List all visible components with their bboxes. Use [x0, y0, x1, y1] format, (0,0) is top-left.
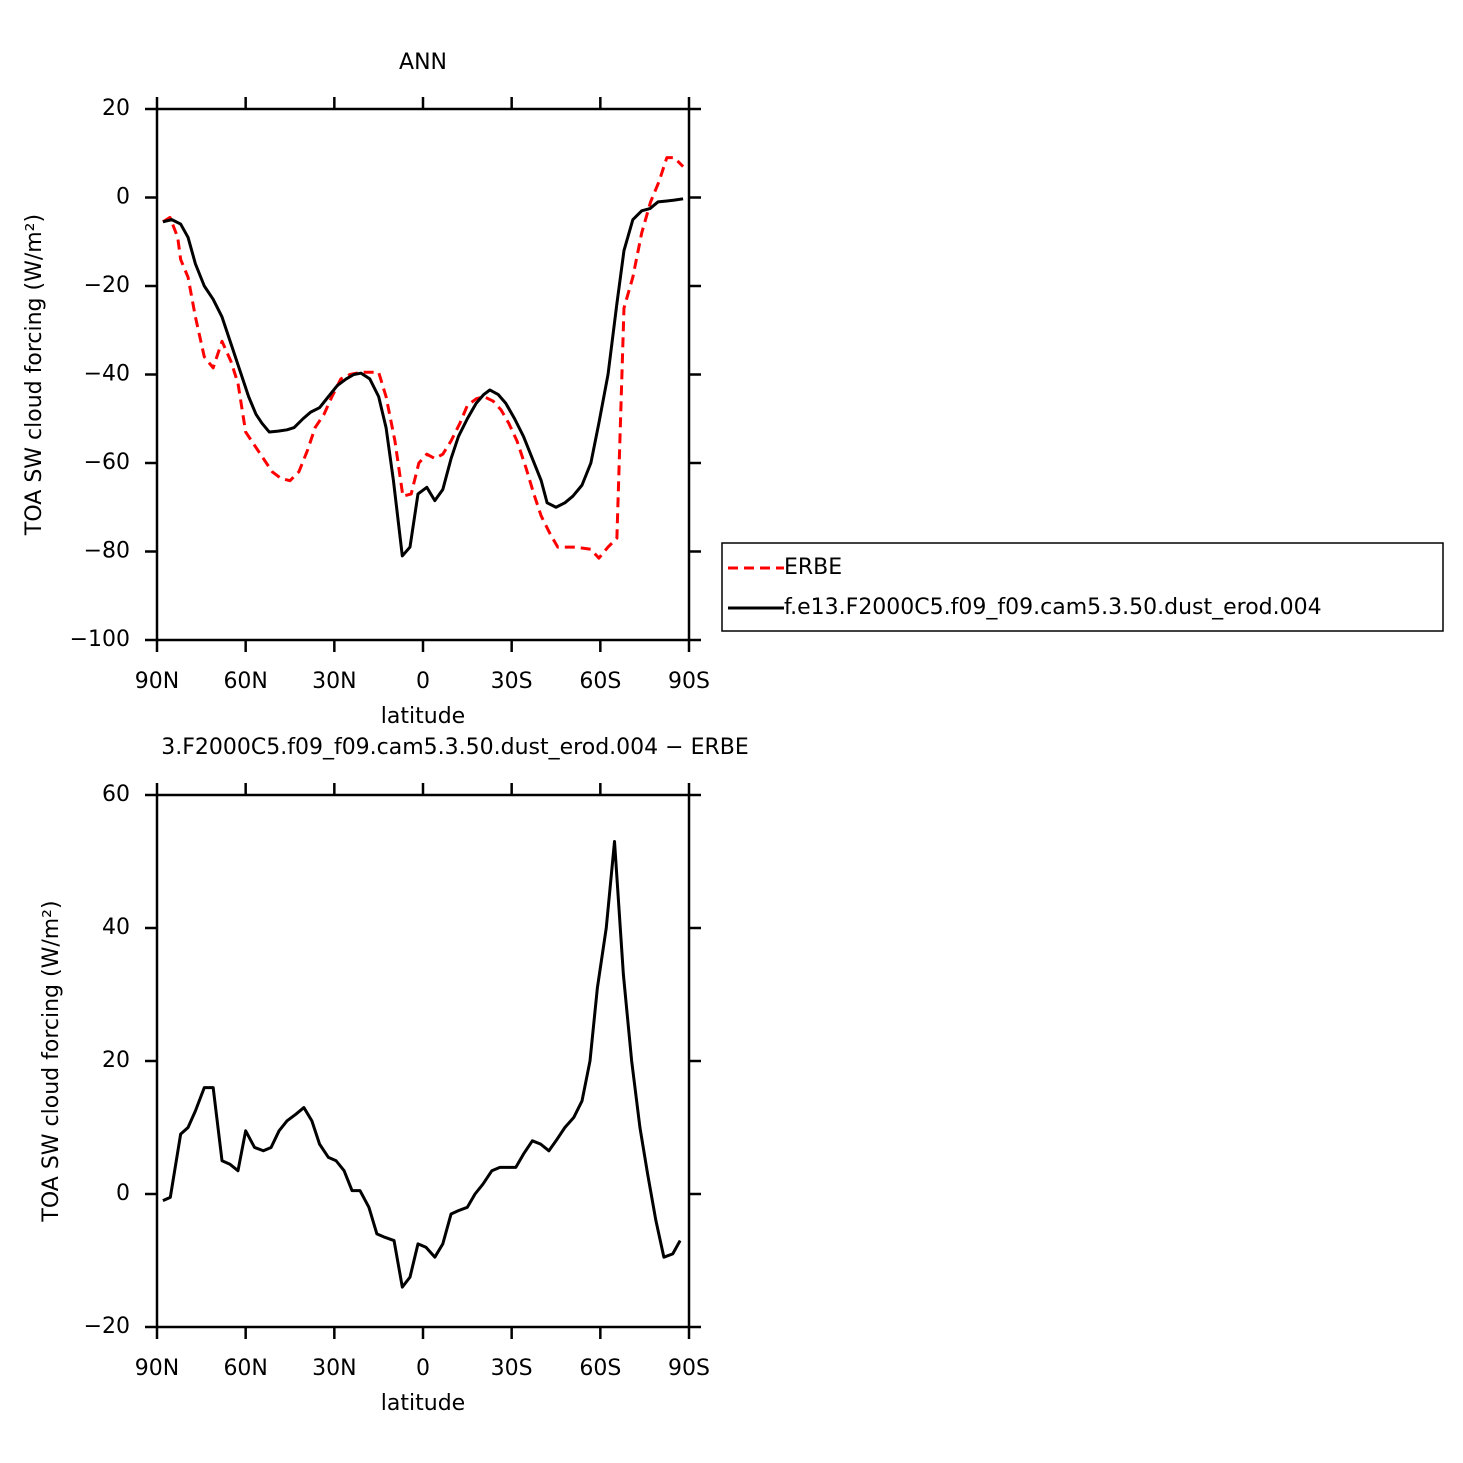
- data-line: [162, 156, 685, 560]
- x-axis-label: latitude: [381, 704, 465, 729]
- x-tick-label: 60N: [223, 669, 267, 694]
- y-tick-label: −60: [84, 450, 130, 475]
- x-tick-label: 30N: [312, 669, 356, 694]
- x-tick-label: 90N: [135, 669, 179, 694]
- y-tick-label: 60: [102, 782, 130, 807]
- x-tick-label: 30N: [312, 1356, 356, 1381]
- chart-title: ANN: [399, 50, 447, 75]
- y-tick-label: −20: [84, 273, 130, 298]
- y-axis-label: TOA SW cloud forcing (W/m²): [22, 214, 47, 536]
- x-tick-label: 30S: [491, 1356, 533, 1381]
- y-tick-label: −100: [70, 627, 130, 652]
- y-tick-label: 20: [102, 96, 130, 121]
- x-tick-label: 90S: [668, 669, 710, 694]
- x-axis-label: latitude: [381, 1391, 465, 1416]
- y-tick-label: −40: [84, 362, 130, 387]
- y-tick-label: 0: [116, 185, 130, 210]
- chart-title: 3.F2000C5.f09_f09.cam5.3.50.dust_erod.00…: [161, 735, 749, 760]
- x-tick-label: 30S: [491, 669, 533, 694]
- data-line: [162, 840, 682, 1289]
- y-tick-label: −80: [84, 539, 130, 564]
- data-line: [162, 197, 684, 558]
- x-tick-label: 0: [416, 1356, 430, 1381]
- y-tick-label: 0: [116, 1181, 130, 1206]
- legend-label: f.e13.F2000C5.f09_f09.cam5.3.50.dust_ero…: [784, 595, 1322, 620]
- y-axis-label: TOA SW cloud forcing (W/m²): [39, 900, 64, 1222]
- y-tick-label: −20: [84, 1314, 130, 1339]
- legend-label: ERBE: [784, 555, 842, 580]
- y-tick-label: 20: [102, 1048, 130, 1073]
- x-tick-label: 90S: [668, 1356, 710, 1381]
- x-tick-label: 60N: [223, 1356, 267, 1381]
- x-tick-label: 90N: [135, 1356, 179, 1381]
- y-tick-label: 40: [102, 915, 130, 940]
- x-tick-label: 60S: [579, 669, 621, 694]
- x-tick-label: 60S: [579, 1356, 621, 1381]
- x-tick-label: 0: [416, 669, 430, 694]
- legend-box: [721, 542, 1444, 632]
